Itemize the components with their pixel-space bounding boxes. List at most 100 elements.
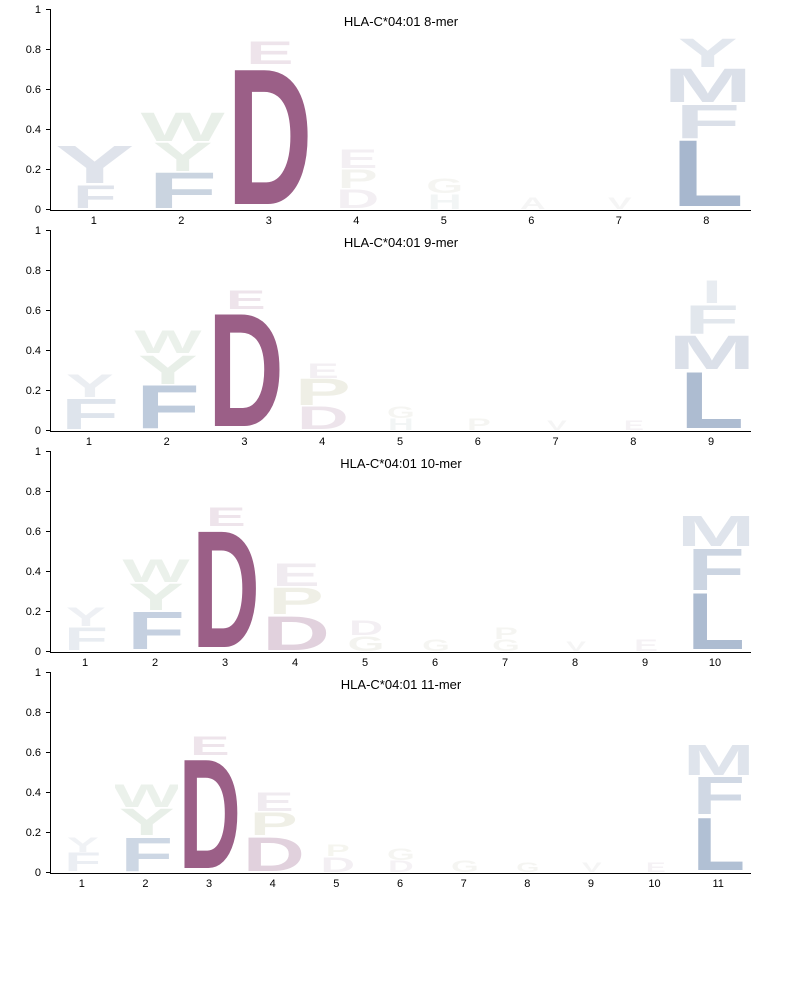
y-axis-ticks: 00.20.40.60.81 (11, 231, 46, 431)
plot-area: HLA-C*04:01 9-mer00.20.40.60.81YFWYFEDEP… (50, 231, 751, 432)
x-tick-label: 1 (82, 657, 88, 669)
position-column: E (624, 673, 688, 873)
x-tick-label: 4 (270, 878, 276, 890)
x-tick-label: 10 (648, 878, 660, 890)
position-column: EPD (314, 10, 402, 210)
logo-letter: V (576, 198, 664, 210)
logo-letter: F (115, 837, 179, 873)
x-tick-label: 9 (708, 436, 714, 448)
logo-panel: HLA-C*04:01 10-mer00.20.40.60.81YFWYFEDE… (10, 452, 770, 653)
logo-letter: D (306, 857, 370, 873)
x-tick-label: 1 (86, 436, 92, 448)
x-tick-label: 8 (630, 436, 636, 448)
position-column: G (496, 673, 560, 873)
x-tick-label: 6 (397, 878, 403, 890)
position-column: WYF (121, 452, 191, 652)
logo-letter: G (496, 863, 560, 873)
x-tick-label: 2 (164, 436, 170, 448)
x-tick-label: 5 (362, 657, 368, 669)
x-tick-label: 4 (353, 215, 359, 227)
position-column: V (560, 673, 624, 873)
y-tick-label: 0 (35, 867, 41, 879)
logo-letter: A (489, 198, 577, 210)
logo-letter: D (193, 757, 228, 873)
y-tick-label: 1 (35, 225, 41, 237)
position-column: DG (331, 452, 401, 652)
position-column: YF (51, 231, 129, 431)
x-tick-label: 6 (528, 215, 534, 227)
y-axis-ticks: 00.20.40.60.81 (11, 452, 46, 652)
position-column: YF (51, 452, 121, 652)
position-column: IFML (673, 231, 751, 431)
panel-title: HLA-C*04:01 11-mer (51, 677, 751, 692)
x-tick-label: 8 (524, 878, 530, 890)
position-column: E (611, 452, 681, 652)
x-tick-label: 9 (642, 657, 648, 669)
y-tick-label: 0.2 (26, 606, 41, 618)
logo-letter: F (51, 853, 115, 873)
position-column: EPD (242, 673, 306, 873)
logo-letter: H (401, 194, 489, 210)
position-column: A (489, 10, 577, 210)
x-tick-label: 9 (588, 878, 594, 890)
logo-letter: G (471, 640, 541, 652)
position-column: ED (207, 231, 285, 431)
x-tick-label: 3 (206, 878, 212, 890)
x-tick-label: 7 (552, 436, 558, 448)
position-column: V (576, 10, 664, 210)
x-tick-label: 2 (142, 878, 148, 890)
position-column: MFL (681, 452, 751, 652)
position-column: WYF (129, 231, 207, 431)
x-tick-label: 3 (222, 657, 228, 669)
position-column: EPD (284, 231, 362, 431)
logo-letter: D (314, 190, 402, 210)
position-column: G (433, 673, 497, 873)
y-tick-label: 0.6 (26, 305, 41, 317)
position-column: GH (362, 231, 440, 431)
logo-panel: HLA-C*04:01 8-mer00.20.40.60.81YFWYFEDEP… (10, 10, 770, 211)
logo-letter: E (595, 421, 673, 431)
logo-letter: V (518, 421, 596, 431)
panel-title: HLA-C*04:01 8-mer (51, 14, 751, 29)
position-column: GD (369, 673, 433, 873)
x-tick-label: 2 (178, 215, 184, 227)
y-tick-label: 1 (35, 446, 41, 458)
logo-letter: G (401, 640, 471, 652)
logo-letter: E (624, 863, 688, 873)
y-tick-label: 1 (35, 667, 41, 679)
logo-columns: YFWYFEDEPDGHPVEIFML (51, 231, 751, 431)
position-column: YF (51, 10, 139, 210)
x-tick-label: 7 (502, 657, 508, 669)
logo-letter: D (220, 311, 271, 431)
logo-letter: E (611, 640, 681, 652)
position-column: V (541, 452, 611, 652)
x-tick-label: 8 (703, 215, 709, 227)
y-tick-label: 0.4 (26, 566, 41, 578)
x-tick-label: 7 (616, 215, 622, 227)
position-column: P (440, 231, 518, 431)
logo-letter: D (261, 616, 331, 652)
logo-letter: D (243, 66, 296, 210)
position-column: ED (226, 10, 314, 210)
position-column: EPD (261, 452, 331, 652)
logo-letter: G (331, 636, 401, 652)
y-tick-label: 0.8 (26, 44, 41, 56)
x-tick-label: 2 (152, 657, 158, 669)
logo-columns: YFWYFEDEPDGHAVYMFL (51, 10, 751, 210)
logo-letter: D (284, 407, 362, 431)
position-column: WYF (139, 10, 227, 210)
y-tick-label: 0 (35, 204, 41, 216)
panel-title: HLA-C*04:01 10-mer (51, 456, 751, 471)
x-tick-label: 3 (266, 215, 272, 227)
logo-letter: F (129, 385, 207, 431)
y-tick-label: 0.2 (26, 164, 41, 176)
y-tick-label: 0.6 (26, 747, 41, 759)
logo-letter: F (51, 186, 139, 210)
position-column: ED (178, 673, 242, 873)
position-column: G (401, 452, 471, 652)
x-tick-label: 6 (475, 436, 481, 448)
x-tick-label: 5 (333, 878, 339, 890)
position-column: PD (306, 673, 370, 873)
y-tick-label: 0.4 (26, 787, 41, 799)
y-tick-label: 0.4 (26, 345, 41, 357)
